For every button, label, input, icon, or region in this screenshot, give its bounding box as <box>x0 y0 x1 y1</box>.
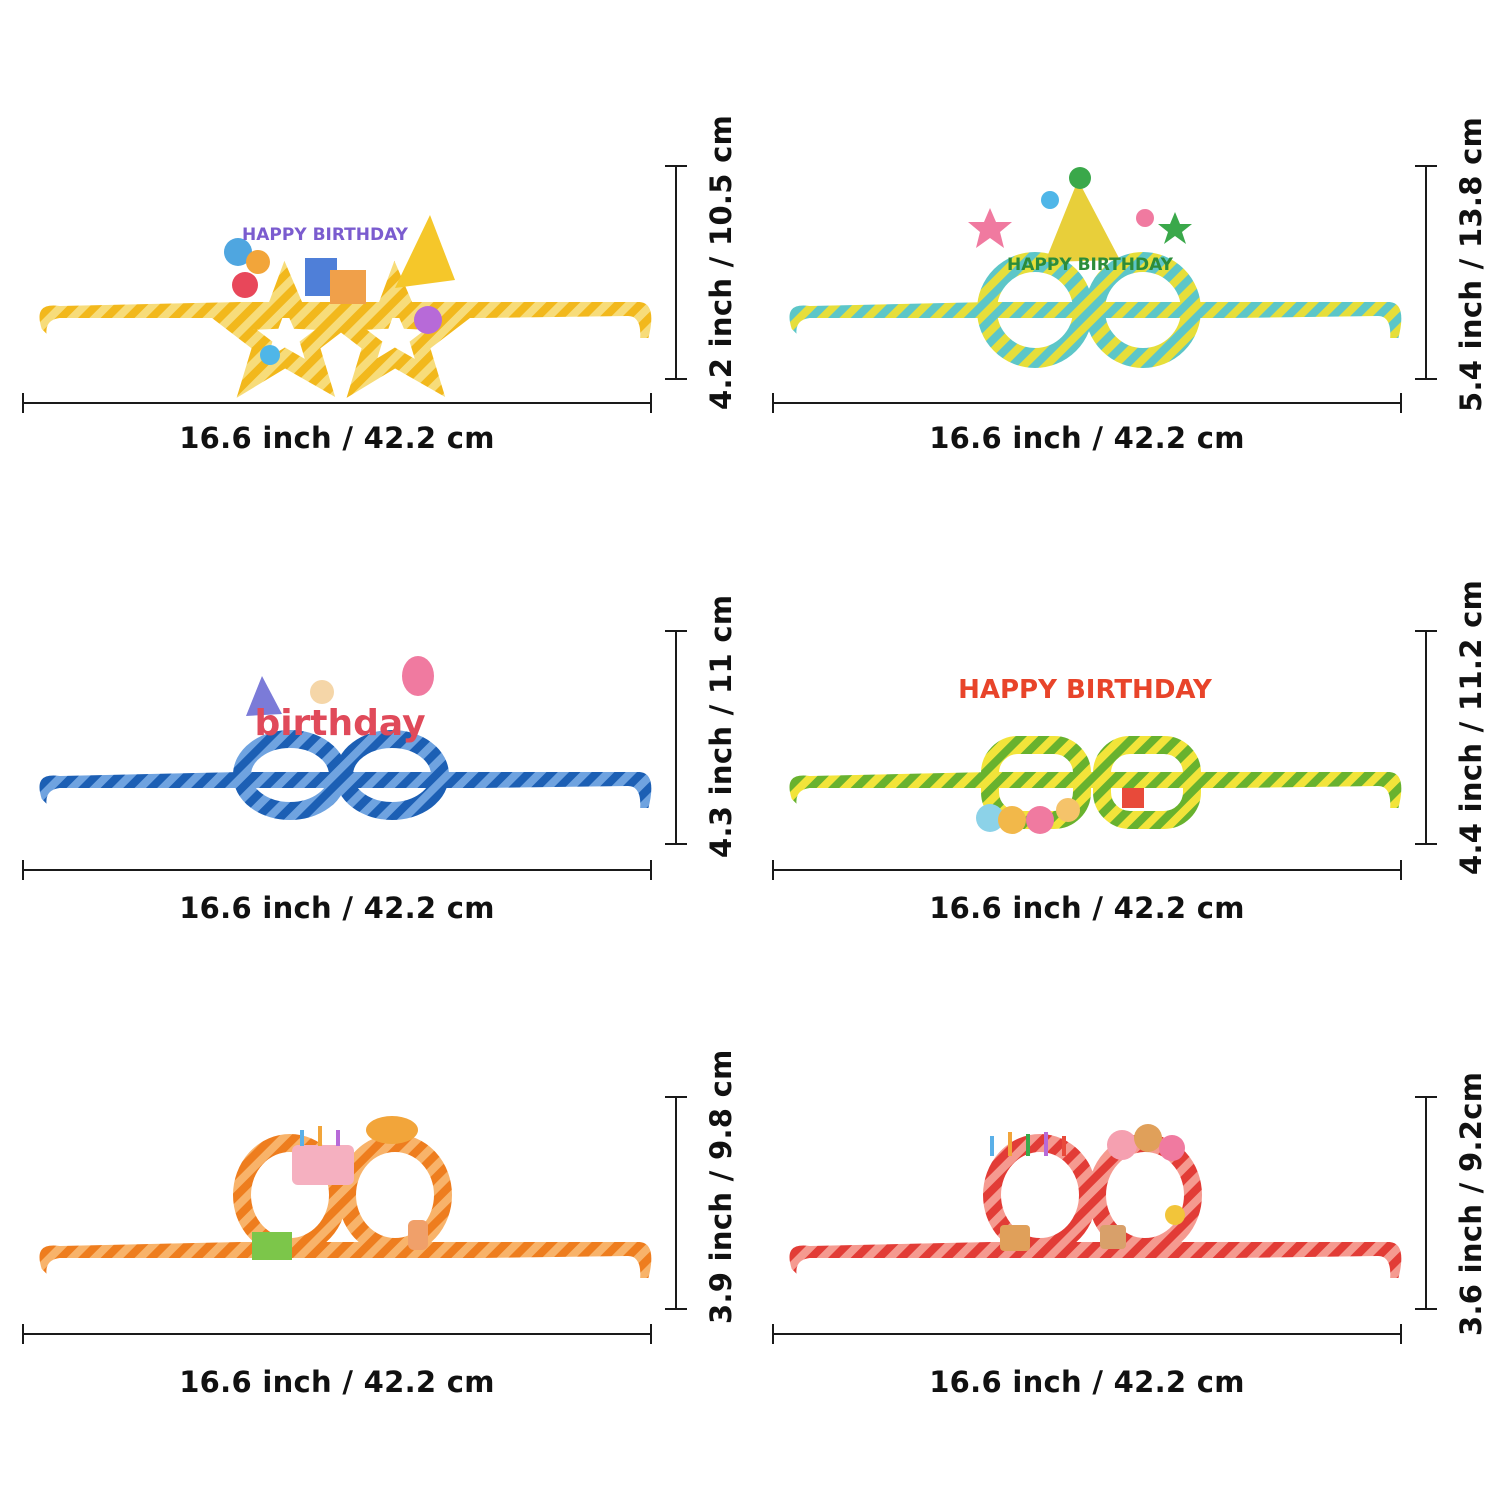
birthday-text-glasses-icon: birthday <box>35 656 656 820</box>
glasses-item-6: 16.6 inch / 42.2 cm 3.6 inch / 9.2cm <box>750 940 1500 1410</box>
party-hat-glasses-icon: HAPPY BIRTHDAY <box>785 167 1406 368</box>
banner-text: HAPPY BIRTHDAY <box>958 675 1213 705</box>
width-dimension-line <box>772 860 1402 880</box>
height-dimension-line <box>1415 630 1437 845</box>
height-dimension-line <box>1415 1096 1437 1310</box>
width-label: 16.6 inch / 42.2 cm <box>929 1365 1245 1399</box>
banner-text: birthday <box>254 703 425 744</box>
width-label: 16.6 inch / 42.2 cm <box>179 1365 495 1399</box>
glasses-item-3: birthday 16.6 inch / 42.2 cm 4.3 inch / … <box>0 470 750 940</box>
height-label: 4.4 inch / 11.2 cm <box>1454 579 1488 875</box>
height-label: 4.3 inch / 11 cm <box>704 594 738 858</box>
height-label: 3.9 inch / 9.8 cm <box>704 1049 738 1324</box>
width-dimension-line <box>22 1324 652 1344</box>
width-label: 16.6 inch / 42.2 cm <box>179 891 495 925</box>
width-dimension-line <box>22 860 652 880</box>
banner-text: HAPPY BIRTHDAY <box>1007 255 1174 275</box>
width-label: 16.6 inch / 42.2 cm <box>929 891 1245 925</box>
width-dimension-line <box>772 1324 1402 1344</box>
glasses-item-4: HAPPY BIRTHDAY 16.6 inch / 42.2 cm 4.4 i… <box>750 470 1500 940</box>
glasses-item-1: HAPPY BIRTHDAY 16.6 inch / 42.2 cm 4.2 i… <box>0 0 750 470</box>
star-glasses-icon: HAPPY BIRTHDAY <box>35 215 656 398</box>
height-dimension-line <box>665 1096 687 1310</box>
height-dimension-line <box>665 630 687 845</box>
cake-glasses-icon <box>35 1116 656 1282</box>
height-dimension-line <box>665 165 687 380</box>
glasses-item-2: HAPPY BIRTHDAY 16.6 inch / 42.2 cm 5.4 i… <box>750 0 1500 470</box>
width-dimension-line <box>22 393 652 413</box>
height-label: 5.4 inch / 13.8 cm <box>1454 116 1488 412</box>
height-dimension-line <box>1415 165 1437 380</box>
cupcake-glasses-icon <box>785 1124 1406 1282</box>
height-label: 4.2 inch / 10.5 cm <box>704 114 738 410</box>
height-label: 3.6 inch / 9.2cm <box>1454 1071 1488 1336</box>
glasses-item-5: 16.6 inch / 42.2 cm 3.9 inch / 9.8 cm <box>0 940 750 1410</box>
width-label: 16.6 inch / 42.2 cm <box>929 421 1245 455</box>
width-label: 16.6 inch / 42.2 cm <box>179 421 495 455</box>
happy-birthday-glasses-icon: HAPPY BIRTHDAY <box>785 675 1406 834</box>
width-dimension-line <box>772 393 1402 413</box>
banner-text: HAPPY BIRTHDAY <box>242 225 409 245</box>
